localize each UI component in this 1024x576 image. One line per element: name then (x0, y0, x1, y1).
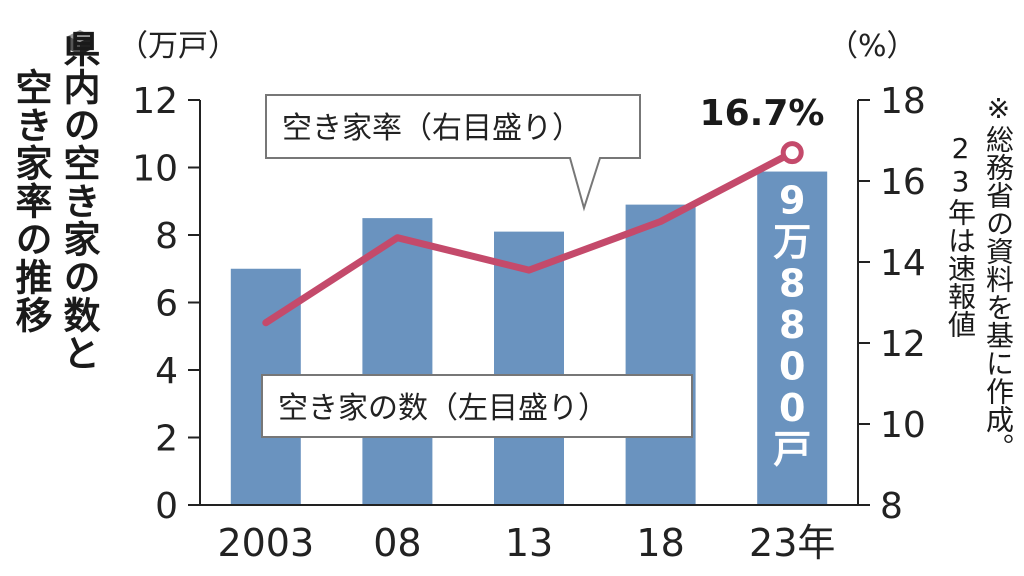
left-axis-unit: （万戸） (118, 29, 238, 64)
right-tick-label-1: 10 (880, 405, 926, 446)
right-axis: 8 10 12 14 16 18 (858, 81, 926, 527)
right-tick-label-5: 18 (880, 81, 926, 122)
x-tick-label-2: 13 (505, 521, 553, 565)
bar-4 (757, 171, 828, 506)
bar-1 (362, 218, 433, 505)
right-tick-label-0: 8 (880, 486, 903, 527)
last-count-char-1: 万 (773, 220, 811, 264)
right-tick-label-2: 12 (880, 324, 926, 365)
last-rate-label: 16.7% (700, 93, 825, 134)
x-tick-label-0: 2003 (217, 521, 314, 565)
bar-2 (494, 231, 564, 505)
left-tick-label-5: 10 (132, 149, 178, 190)
rate-callout-text: 空き家率（右目盛り） (282, 111, 582, 146)
x-tick-label-1: 08 (373, 521, 421, 565)
right-tick-label-3: 14 (880, 243, 926, 284)
x-tick-label-3: 18 (636, 521, 684, 565)
rate-callout: 空き家率（右目盛り） (265, 94, 641, 212)
x-tick-label-4: 23年 (749, 521, 835, 565)
left-tick-label-3: 6 (155, 284, 178, 325)
left-tick-label-4: 8 (155, 216, 178, 257)
last-count-char-3: 8 (779, 303, 805, 347)
left-tick-label-6: 12 (132, 81, 178, 122)
rate-line (262, 149, 796, 327)
left-tick-label-1: 2 (155, 419, 178, 460)
bar-series (230, 171, 828, 506)
source-note-line-1: ※総務省の資料を基に作成。 (982, 92, 1015, 461)
rate-line-series (262, 141, 804, 327)
count-callout-text: 空き家の数（左目盛り） (278, 391, 608, 426)
last-count-char-0: 9 (779, 179, 805, 223)
right-tick-label-4: 16 (880, 162, 926, 203)
last-count-char-2: 8 (779, 262, 805, 306)
left-tick-label-2: 4 (155, 351, 178, 392)
cube-icon (68, 30, 92, 55)
right-axis-unit: （%） (828, 29, 917, 64)
count-callout: 空き家の数（左目盛り） (261, 374, 693, 438)
chart-title-line-2: 空き家率の推移 (9, 68, 52, 334)
last-count-char-6: 戸 (773, 428, 811, 472)
x-axis: 2003 08 13 18 23年 (217, 521, 835, 565)
left-tick-label-0: 0 (155, 486, 178, 527)
last-count-char-4: 0 (779, 345, 805, 389)
bar-3 (625, 204, 696, 505)
last-count-char-5: 0 (779, 386, 805, 430)
left-axis: 0 2 4 6 8 10 12 (132, 81, 200, 527)
rate-point-last (780, 141, 804, 165)
source-note-line-2: 23年は速報値 (944, 132, 977, 338)
chart-title-line-1: 県内の空き家の数と (57, 30, 100, 372)
